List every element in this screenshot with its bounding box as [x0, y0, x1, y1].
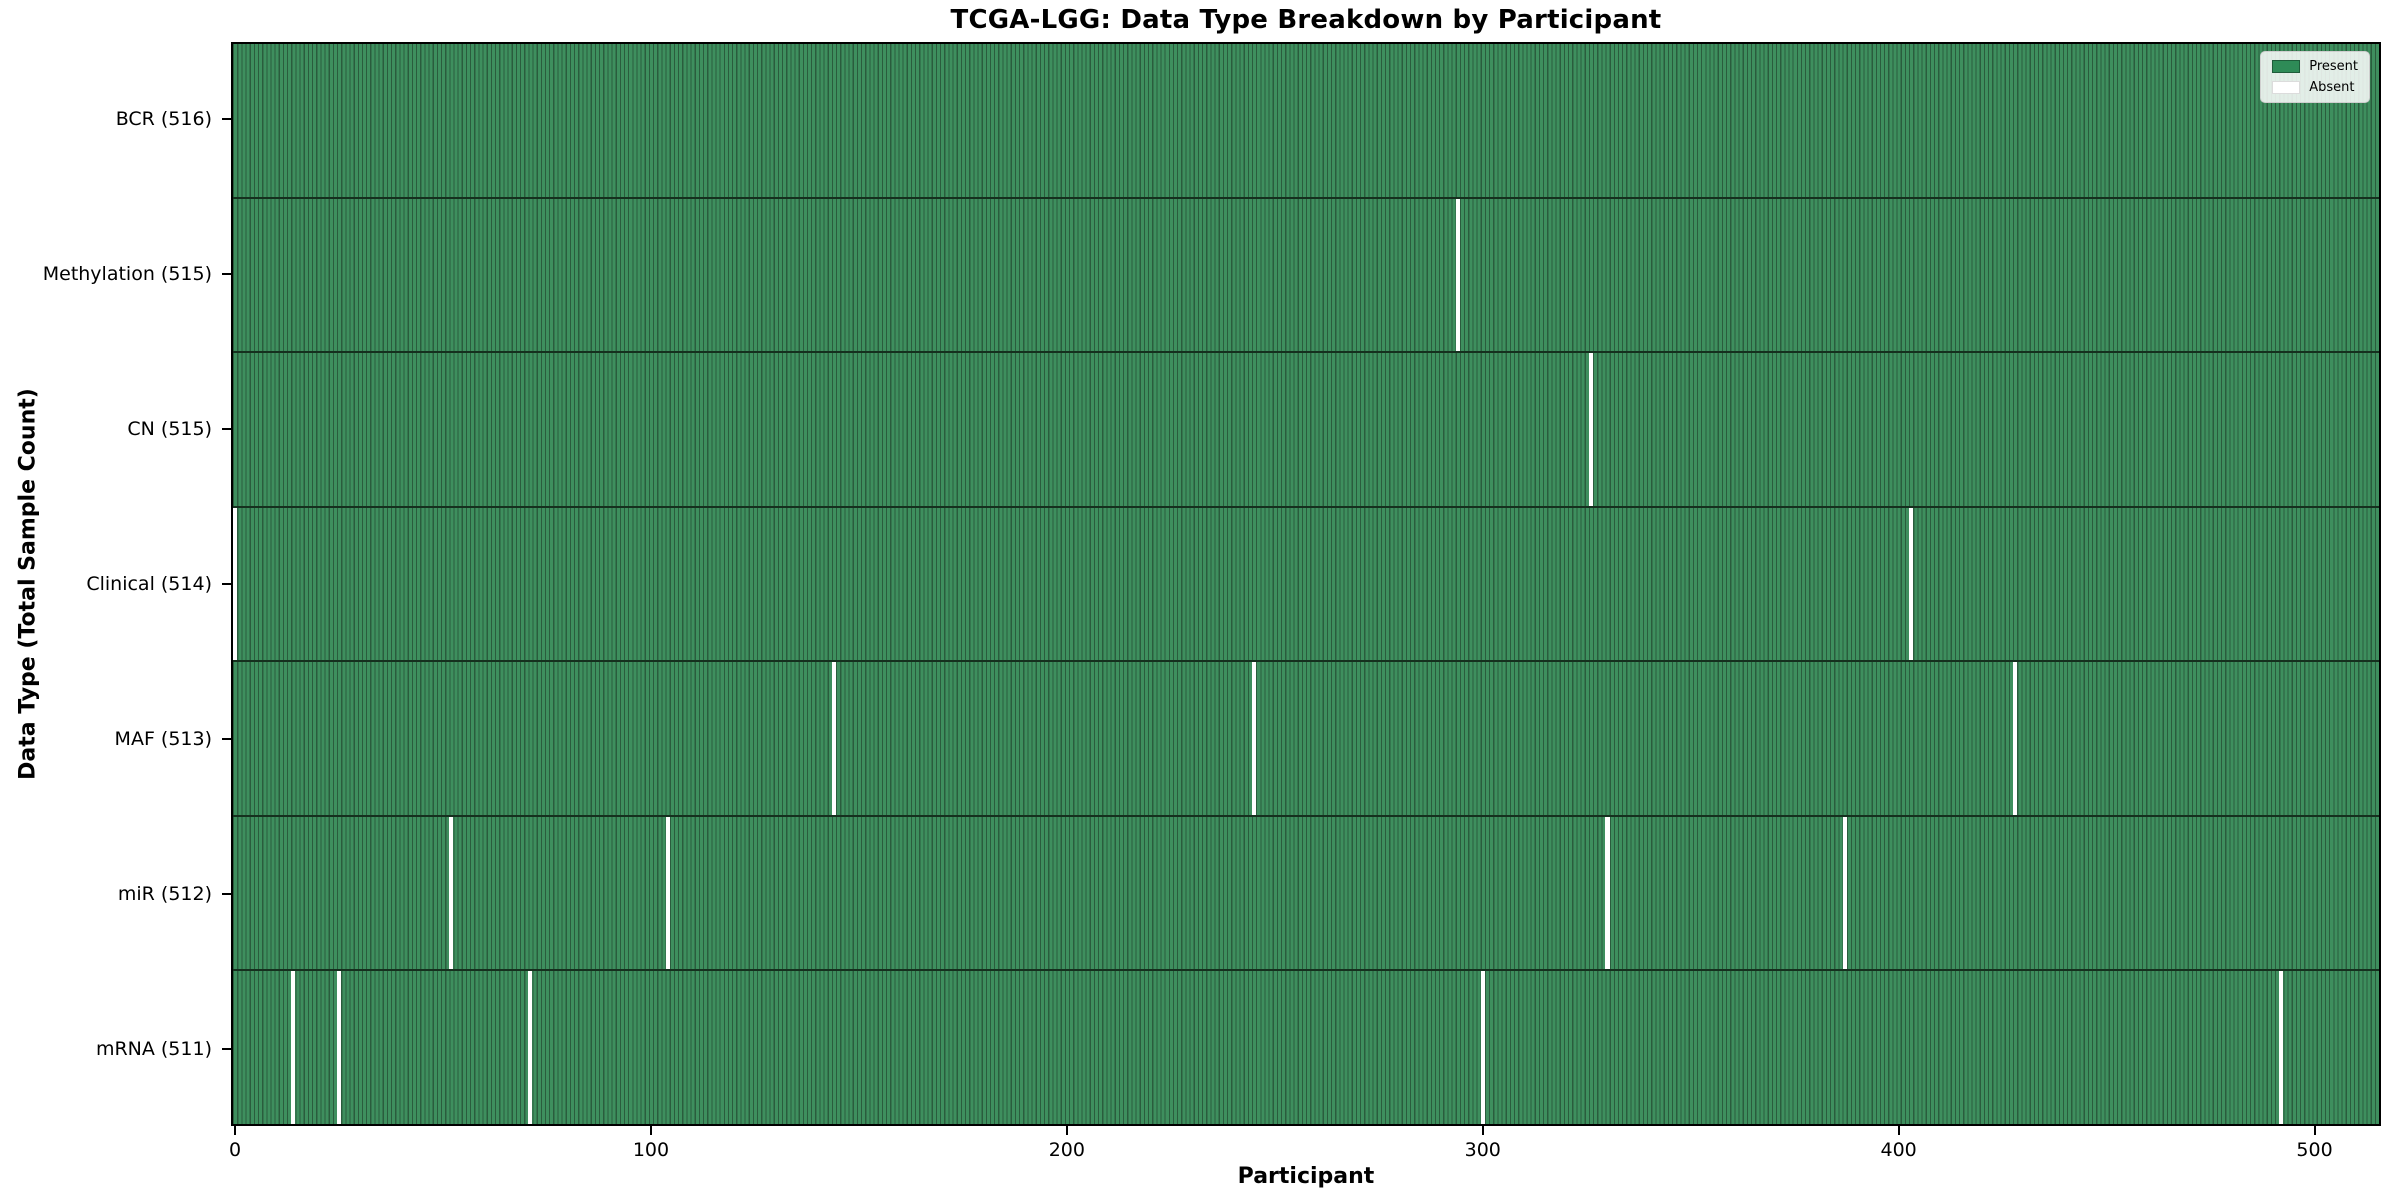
absent-marker [665, 816, 670, 970]
absent-marker [291, 971, 296, 1125]
y-tick-label: MAF (513) [114, 727, 212, 750]
x-tick-mark [2313, 1126, 2316, 1135]
x-tick-label: 500 [2296, 1139, 2333, 1161]
datatype-row-Methylation [233, 196, 2379, 352]
y-tick-label: Methylation (515) [42, 263, 212, 286]
x-tick-label: 100 [632, 1139, 670, 1161]
y-tick-label: mRNA (511) [95, 1037, 212, 1060]
absent-marker [336, 971, 342, 1125]
absent-marker [449, 816, 454, 970]
legend-entry-absent: Absent [2272, 81, 2358, 94]
absent-marker [2013, 662, 2018, 815]
absent-marker [2279, 971, 2284, 1125]
datatype-row-miR [233, 814, 2379, 970]
chart-title: TCGA-LGG: Data Type Breakdown by Partici… [950, 5, 1662, 35]
y-tick-mark [222, 583, 231, 585]
absent-marker [831, 662, 837, 815]
y-tick-label: miR (512) [117, 882, 212, 905]
y-tick-label: Clinical (514) [86, 573, 212, 595]
absent-marker [1480, 971, 1485, 1125]
y-tick-mark [222, 1047, 231, 1050]
x-axis-label: Participant [1237, 1164, 1375, 1189]
y-tick-label: CN (515) [127, 418, 212, 441]
datatype-row-CN [233, 351, 2379, 506]
plot-area: Present Absent [231, 42, 2381, 1126]
datatype-row-BCR [233, 44, 2379, 197]
absent-marker [1588, 353, 1593, 506]
y-tick-mark [222, 273, 231, 276]
absent-marker [1251, 662, 1257, 815]
legend-entry-present: Present [2272, 60, 2358, 73]
y-tick-mark [222, 737, 231, 740]
absent-marker [1842, 816, 1847, 970]
legend: Present Absent [2260, 51, 2370, 103]
x-tick-label: 300 [1464, 1139, 1501, 1161]
absent-marker [233, 507, 238, 661]
y-tick-label: BCR (516) [115, 108, 212, 131]
absent-swatch-icon [2272, 81, 2301, 94]
x-tick-mark [1481, 1126, 1484, 1135]
x-tick-label: 0 [229, 1139, 242, 1161]
x-tick-label: 400 [1880, 1139, 1917, 1161]
present-swatch-icon [2272, 60, 2301, 73]
absent-marker [1455, 198, 1460, 352]
absent-marker [1605, 816, 1610, 970]
y-tick-mark [222, 428, 231, 431]
x-tick-mark [234, 1126, 237, 1135]
x-tick-mark [649, 1126, 652, 1135]
legend-label-absent: Absent [2309, 80, 2355, 95]
y-tick-mark [222, 892, 231, 895]
datatype-row-mRNA [233, 969, 2379, 1125]
x-tick-label: 200 [1048, 1139, 1085, 1161]
absent-marker [1909, 507, 1914, 661]
x-tick-mark [1065, 1126, 1068, 1135]
datatype-row-MAF [233, 660, 2379, 815]
datatype-row-Clinical [233, 505, 2379, 661]
absent-marker [528, 971, 533, 1125]
y-tick-mark [222, 118, 231, 121]
legend-label-present: Present [2309, 59, 2358, 74]
x-tick-mark [1897, 1126, 1900, 1135]
